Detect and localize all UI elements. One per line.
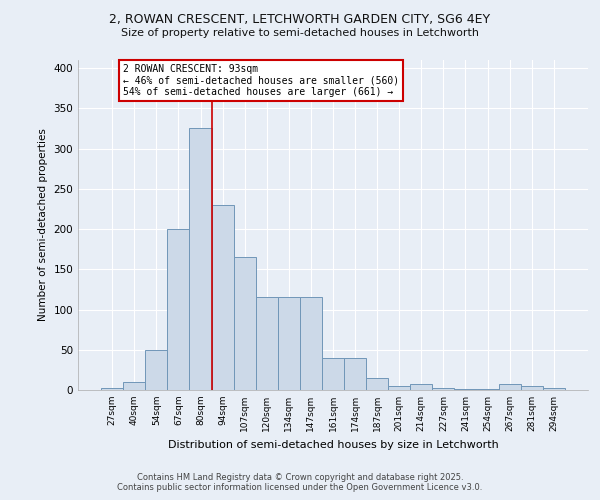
Bar <box>344 358 366 390</box>
Bar <box>388 386 410 390</box>
Bar <box>145 350 167 390</box>
Bar <box>410 384 433 390</box>
Bar <box>433 388 454 390</box>
X-axis label: Distribution of semi-detached houses by size in Letchworth: Distribution of semi-detached houses by … <box>167 440 499 450</box>
Bar <box>233 257 256 390</box>
Bar <box>499 384 521 390</box>
Bar <box>476 389 499 390</box>
Bar <box>278 298 300 390</box>
Bar <box>543 388 565 390</box>
Bar <box>322 358 344 390</box>
Bar <box>366 378 388 390</box>
Bar <box>521 386 543 390</box>
Text: Contains HM Land Registry data © Crown copyright and database right 2025.
Contai: Contains HM Land Registry data © Crown c… <box>118 473 482 492</box>
Bar <box>454 389 476 390</box>
Bar <box>190 128 212 390</box>
Text: 2, ROWAN CRESCENT, LETCHWORTH GARDEN CITY, SG6 4EY: 2, ROWAN CRESCENT, LETCHWORTH GARDEN CIT… <box>109 12 491 26</box>
Bar <box>256 298 278 390</box>
Y-axis label: Number of semi-detached properties: Number of semi-detached properties <box>38 128 48 322</box>
Bar <box>300 298 322 390</box>
Text: 2 ROWAN CRESCENT: 93sqm
← 46% of semi-detached houses are smaller (560)
54% of s: 2 ROWAN CRESCENT: 93sqm ← 46% of semi-de… <box>123 64 400 97</box>
Text: Size of property relative to semi-detached houses in Letchworth: Size of property relative to semi-detach… <box>121 28 479 38</box>
Bar <box>123 382 145 390</box>
Bar <box>212 205 233 390</box>
Bar <box>167 229 190 390</box>
Bar <box>101 388 123 390</box>
